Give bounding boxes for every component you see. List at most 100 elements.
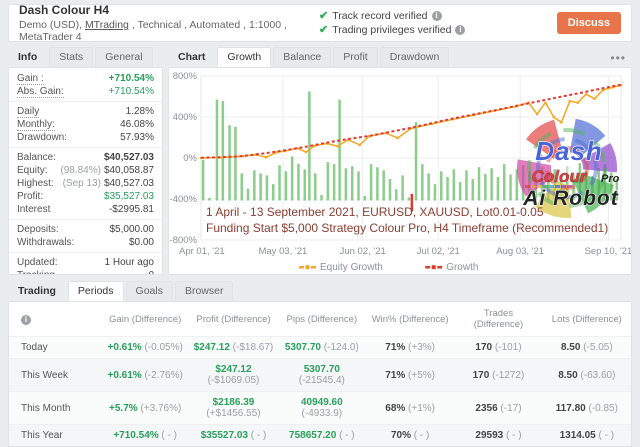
table-cell: 758657.20 ( - ) xyxy=(277,424,366,446)
info-value: $40,527.03 xyxy=(103,152,154,163)
equity-bar xyxy=(509,174,512,201)
periods-table: i Gain (Difference) Profit (Difference) Pip… xyxy=(9,302,631,446)
periods-tab-trading[interactable]: Trading xyxy=(18,285,56,297)
chart-menu-icon[interactable]: ••• xyxy=(610,51,626,65)
subtitle-rest: , Technical , Automated , 1:1000 , MetaT… xyxy=(19,19,287,43)
table-cell: $247.12 (-$18.67) xyxy=(189,336,278,359)
cell-main: +710.54% xyxy=(113,430,159,441)
equity-bar xyxy=(240,173,243,201)
chart-box: 800% 400% 0% -400% -800% Apr 01, '21 May 03, '… xyxy=(168,67,632,275)
mtrading-link[interactable]: MTrading xyxy=(84,19,129,31)
info-label: Deposits: xyxy=(17,224,59,235)
equity-marker xyxy=(601,88,605,92)
chart-annotation: 1 April - 13 September 2021, EURUSD, XAU… xyxy=(206,205,608,235)
equity-bar xyxy=(290,156,294,201)
chart-tab-profit[interactable]: Profit xyxy=(333,47,378,67)
chart-tab-chart[interactable]: Chart xyxy=(178,51,206,63)
equity-bar xyxy=(547,172,550,201)
watermark-text-dash: Dash xyxy=(535,136,603,166)
equity-bar xyxy=(246,188,250,201)
chart-tab-drawdown[interactable]: Drawdown xyxy=(379,47,450,67)
info-value: $35,527.03 xyxy=(103,191,154,202)
annotation-line: Funding Start $5,000 Strategy Colour Pro… xyxy=(206,221,608,235)
cell-main: $35527.03 xyxy=(200,430,248,441)
info-icon[interactable]: i xyxy=(431,11,442,21)
cell-diff: ( - ) xyxy=(410,430,430,441)
chart-tabbar: Chart Growth Balance Profit Drawdown ••• xyxy=(168,47,632,67)
info-value: (Sep 13) $40,527.03 xyxy=(62,178,154,189)
legend-label[interactable]: Equity Growth xyxy=(320,262,383,273)
row-label: This Week xyxy=(9,358,101,392)
periods-tab-browser[interactable]: Browser xyxy=(174,281,234,301)
y-tick-label: -400% xyxy=(170,194,198,205)
legend-label[interactable]: Growth xyxy=(446,262,478,273)
account-header: Dash Colour H4 Demo (USD), MTrading , Te… xyxy=(8,3,632,43)
equity-bar xyxy=(382,170,385,201)
equity-bar xyxy=(284,171,288,201)
table-cell: +0.61% (-2.76%) xyxy=(101,358,190,392)
info-value: 1.28% xyxy=(125,106,154,117)
watermark-rainbow-swatch xyxy=(555,185,560,188)
cell-main: 8.50 xyxy=(560,342,581,353)
cell-diff: (-101) xyxy=(492,342,522,353)
verified-label: Trading privileges verified xyxy=(332,24,452,36)
equity-bar xyxy=(308,91,311,201)
info-icon[interactable]: i xyxy=(455,25,466,35)
watermark-rainbow-swatch xyxy=(531,185,536,188)
info-value: +710.54% xyxy=(108,73,154,84)
cell-diff: ( - ) xyxy=(158,430,177,441)
chart-tab-growth[interactable]: Growth xyxy=(217,47,272,67)
watermark-ring xyxy=(527,128,607,208)
watermark-rainbow-swatch xyxy=(561,185,566,188)
divider xyxy=(9,252,162,253)
legend-marker xyxy=(431,265,436,270)
equity-marker xyxy=(576,101,580,104)
equity-marker xyxy=(568,99,572,103)
cell-diff: (-2.76%) xyxy=(141,369,183,381)
legend-marker xyxy=(305,265,310,270)
cell-diff: (-17) xyxy=(497,402,522,414)
table-cell: 71% (+3%) xyxy=(365,336,455,359)
info-row: Deposits: $5,000.00 xyxy=(9,223,162,236)
chart-tab-balance[interactable]: Balance xyxy=(273,47,332,67)
page-root: Dash Colour H4 Demo (USD), MTrading , Te… xyxy=(8,3,632,447)
cell-diff: (-$18.67) xyxy=(229,342,274,353)
info-tab-general[interactable]: General xyxy=(95,47,153,67)
info-value: +710.54% xyxy=(108,86,154,97)
table-cell: 40949.60 (-4933.9) xyxy=(277,391,366,425)
equity-bar xyxy=(615,179,619,201)
equity-bar xyxy=(446,176,449,201)
periods-tab-goals[interactable]: Goals xyxy=(125,281,173,301)
column-header: Pips (Difference) xyxy=(286,313,358,325)
column-header: Win% (Difference) xyxy=(371,313,449,325)
info-row: Equity: (98.84%) $40,058.87 xyxy=(9,164,162,177)
info-value: 0 xyxy=(148,270,154,274)
table-cell: 68% (+1%) xyxy=(365,391,455,425)
row-label: This Month xyxy=(9,391,101,425)
info-label: Updated: xyxy=(17,257,58,268)
info-value: $0.00 xyxy=(128,237,154,248)
periods-tab-periods[interactable]: Periods xyxy=(67,281,124,301)
watermark-rainbow-swatch xyxy=(567,185,572,188)
info-value: $5,000.00 xyxy=(109,224,155,235)
equity-marker xyxy=(336,144,339,148)
info-label: Monthly: xyxy=(17,118,55,131)
table-cell: +0.61% (-0.05%) xyxy=(101,336,190,359)
table-cell: 29593 ( - ) xyxy=(454,424,543,446)
info-icon[interactable]: i xyxy=(21,314,31,325)
equity-bar xyxy=(363,195,367,201)
check-icon: ✔ xyxy=(319,10,329,22)
equity-bar xyxy=(502,164,506,201)
info-tab-stats[interactable]: Stats xyxy=(49,47,94,67)
x-tick-label: Jul 02, '21 xyxy=(417,246,460,257)
x-tick-label: Jun 02, '21 xyxy=(340,246,386,257)
info-row: Monthly: 46.08% xyxy=(9,118,162,131)
info-label: Drawdown: xyxy=(17,132,68,143)
discuss-button[interactable]: Discuss xyxy=(556,12,621,34)
equity-bar xyxy=(278,165,281,201)
cell-main: 5307.70 xyxy=(303,364,340,375)
equity-marker xyxy=(544,101,547,104)
cell-main: +0.61% xyxy=(107,342,142,353)
info-tab-info[interactable]: Info xyxy=(18,51,38,63)
